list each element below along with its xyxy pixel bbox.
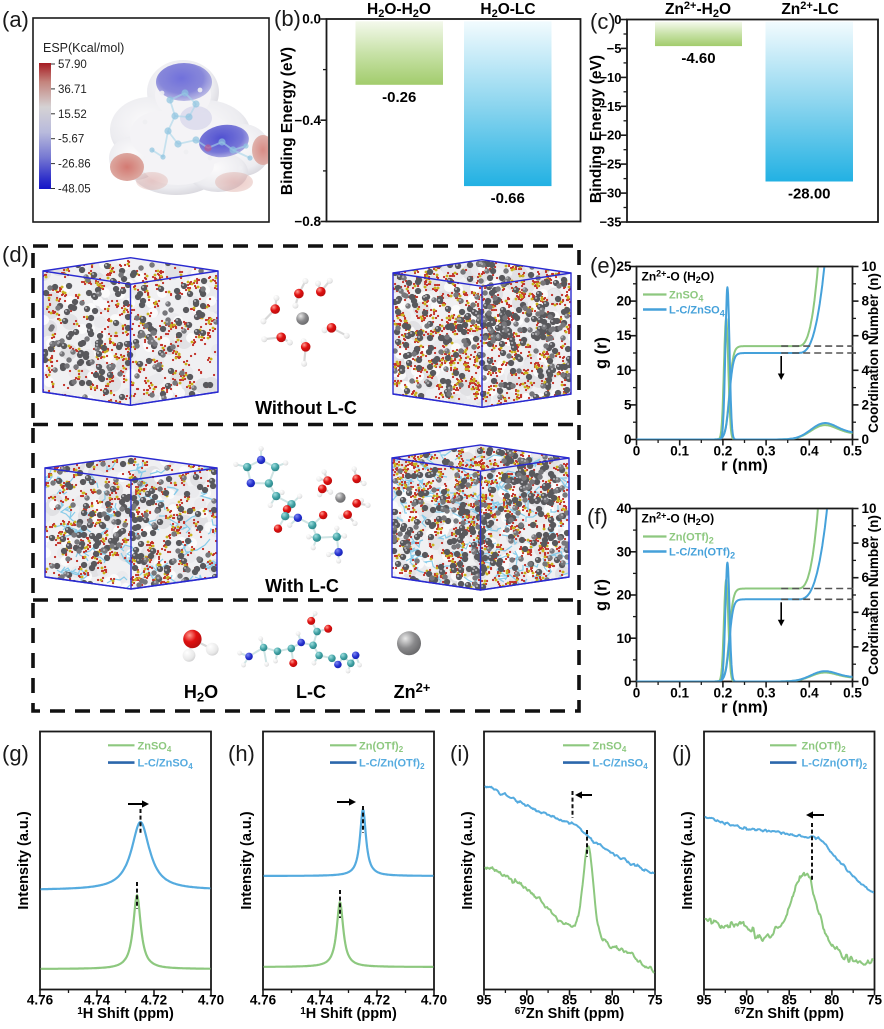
- svg-text:Intensity (a.u.): Intensity (a.u.): [16, 811, 32, 909]
- svg-text:L-C/ZnSO4: L-C/ZnSO4: [669, 305, 725, 319]
- svg-text:0.4: 0.4: [800, 444, 819, 459]
- svg-text:40: 40: [616, 501, 631, 516]
- svg-text:67Zn Shift (ppm): 67Zn Shift (ppm): [515, 1006, 625, 1022]
- svg-text:20: 20: [616, 294, 631, 309]
- svg-text:L-C/Zn(OTf)2: L-C/Zn(OTf)2: [669, 547, 735, 561]
- svg-text:Zn2+-O (H2O): Zn2+-O (H2O): [642, 269, 715, 286]
- svg-text:(g): (g): [2, 741, 29, 766]
- svg-text:g (r): g (r): [593, 579, 611, 611]
- svg-text:57.90: 57.90: [58, 59, 87, 71]
- svg-text:(b): (b): [274, 6, 301, 31]
- svg-text:Zn(OTf)2: Zn(OTf)2: [802, 741, 847, 755]
- svg-text:(i): (i): [450, 741, 470, 766]
- svg-text:−35: −35: [599, 215, 621, 230]
- svg-text:10: 10: [862, 501, 877, 516]
- svg-text:-28.00: -28.00: [788, 186, 831, 203]
- svg-text:0.1: 0.1: [670, 444, 689, 459]
- svg-text:95: 95: [476, 993, 492, 1008]
- svg-text:(j): (j): [672, 741, 692, 766]
- svg-text:−5: −5: [607, 41, 622, 56]
- svg-text:Zn(OTf)2: Zn(OTf)2: [359, 741, 404, 755]
- svg-text:75: 75: [647, 993, 663, 1008]
- svg-text:Binding Energy (eV): Binding Energy (eV): [279, 47, 296, 195]
- svg-text:Intensity (a.u.): Intensity (a.u.): [460, 811, 476, 909]
- svg-text:H2O-H2O: H2O-H2O: [367, 1, 431, 20]
- svg-text:4.70: 4.70: [421, 993, 447, 1008]
- svg-text:0.5: 0.5: [843, 686, 862, 701]
- svg-text:0.5: 0.5: [843, 444, 862, 459]
- svg-text:75: 75: [867, 993, 883, 1008]
- svg-text:r (nm): r (nm): [721, 699, 768, 717]
- svg-text:(d): (d): [2, 242, 29, 267]
- svg-text:(a): (a): [2, 7, 29, 32]
- svg-text:Coordination Number (n): Coordination Number (n): [866, 515, 881, 675]
- svg-text:-5.67: -5.67: [58, 134, 84, 146]
- svg-text:0.4: 0.4: [800, 686, 819, 701]
- svg-text:0: 0: [862, 432, 870, 447]
- svg-text:4.76: 4.76: [27, 993, 54, 1008]
- svg-text:10: 10: [616, 631, 631, 646]
- svg-text:-48.05: -48.05: [58, 184, 91, 196]
- svg-text:0: 0: [614, 12, 621, 27]
- svg-text:H2O-LC: H2O-LC: [480, 1, 535, 20]
- svg-text:−0.4: −0.4: [294, 113, 321, 128]
- svg-text:30: 30: [616, 544, 631, 559]
- svg-text:15: 15: [616, 328, 632, 343]
- svg-text:Zn2+-O (H2O): Zn2+-O (H2O): [642, 511, 715, 528]
- svg-text:0: 0: [862, 674, 870, 689]
- svg-text:67Zn Shift (ppm): 67Zn Shift (ppm): [735, 1006, 845, 1022]
- svg-text:0: 0: [633, 444, 641, 459]
- svg-text:0.0: 0.0: [302, 12, 321, 27]
- svg-text:L-C/Zn(OTf)2: L-C/Zn(OTf)2: [802, 757, 868, 771]
- svg-text:95: 95: [696, 993, 712, 1008]
- svg-text:Binding Energy (eV): Binding Energy (eV): [588, 55, 605, 203]
- svg-text:L-C/Zn(OTf)2: L-C/Zn(OTf)2: [359, 757, 425, 771]
- svg-text:1H Shift (ppm): 1H Shift (ppm): [300, 1006, 397, 1022]
- svg-text:Coordination Number (n): Coordination Number (n): [866, 273, 881, 433]
- svg-text:L-C/ZnSO4: L-C/ZnSO4: [138, 757, 194, 771]
- svg-text:g (r): g (r): [593, 337, 611, 369]
- svg-text:20: 20: [616, 588, 631, 603]
- svg-text:Zn2+-H2O: Zn2+-H2O: [665, 0, 731, 20]
- svg-text:(f): (f): [587, 504, 608, 529]
- svg-text:Zn(OTf)2: Zn(OTf)2: [669, 532, 714, 546]
- svg-text:-26.86: -26.86: [58, 159, 91, 171]
- svg-text:L-C/ZnSO4: L-C/ZnSO4: [593, 757, 649, 771]
- svg-text:Without L-C: Without L-C: [255, 398, 357, 418]
- svg-text:ESP(Kcal/mol): ESP(Kcal/mol): [43, 41, 124, 55]
- svg-text:ZnSO4: ZnSO4: [593, 741, 627, 755]
- svg-text:Intensity (a.u.): Intensity (a.u.): [680, 811, 696, 909]
- svg-text:4.70: 4.70: [198, 993, 224, 1008]
- svg-text:10: 10: [616, 363, 631, 378]
- svg-text:0.1: 0.1: [670, 686, 689, 701]
- svg-text:ZnSO4: ZnSO4: [138, 741, 172, 755]
- svg-text:4.76: 4.76: [250, 993, 277, 1008]
- svg-text:(h): (h): [228, 741, 255, 766]
- svg-text:5: 5: [624, 397, 632, 412]
- svg-text:With L-C: With L-C: [265, 576, 339, 596]
- svg-text:(e): (e): [590, 253, 617, 278]
- svg-text:15.52: 15.52: [58, 109, 87, 121]
- svg-text:-4.60: -4.60: [681, 50, 715, 67]
- svg-text:10: 10: [862, 259, 877, 274]
- svg-text:0: 0: [624, 674, 632, 689]
- svg-text:r (nm): r (nm): [721, 457, 768, 475]
- svg-text:−0.8: −0.8: [294, 214, 321, 229]
- svg-text:0: 0: [624, 432, 632, 447]
- svg-text:36.71: 36.71: [58, 84, 87, 96]
- svg-text:25: 25: [616, 259, 632, 274]
- svg-text:(c): (c): [590, 9, 616, 34]
- svg-text:1H Shift (ppm): 1H Shift (ppm): [77, 1006, 174, 1022]
- svg-text:-0.66: -0.66: [491, 190, 525, 207]
- svg-text:Intensity (a.u.): Intensity (a.u.): [239, 811, 255, 909]
- svg-text:-0.26: -0.26: [382, 89, 416, 106]
- svg-text:0: 0: [633, 686, 641, 701]
- svg-text:ZnSO4: ZnSO4: [669, 290, 703, 304]
- svg-text:L-C: L-C: [296, 682, 326, 702]
